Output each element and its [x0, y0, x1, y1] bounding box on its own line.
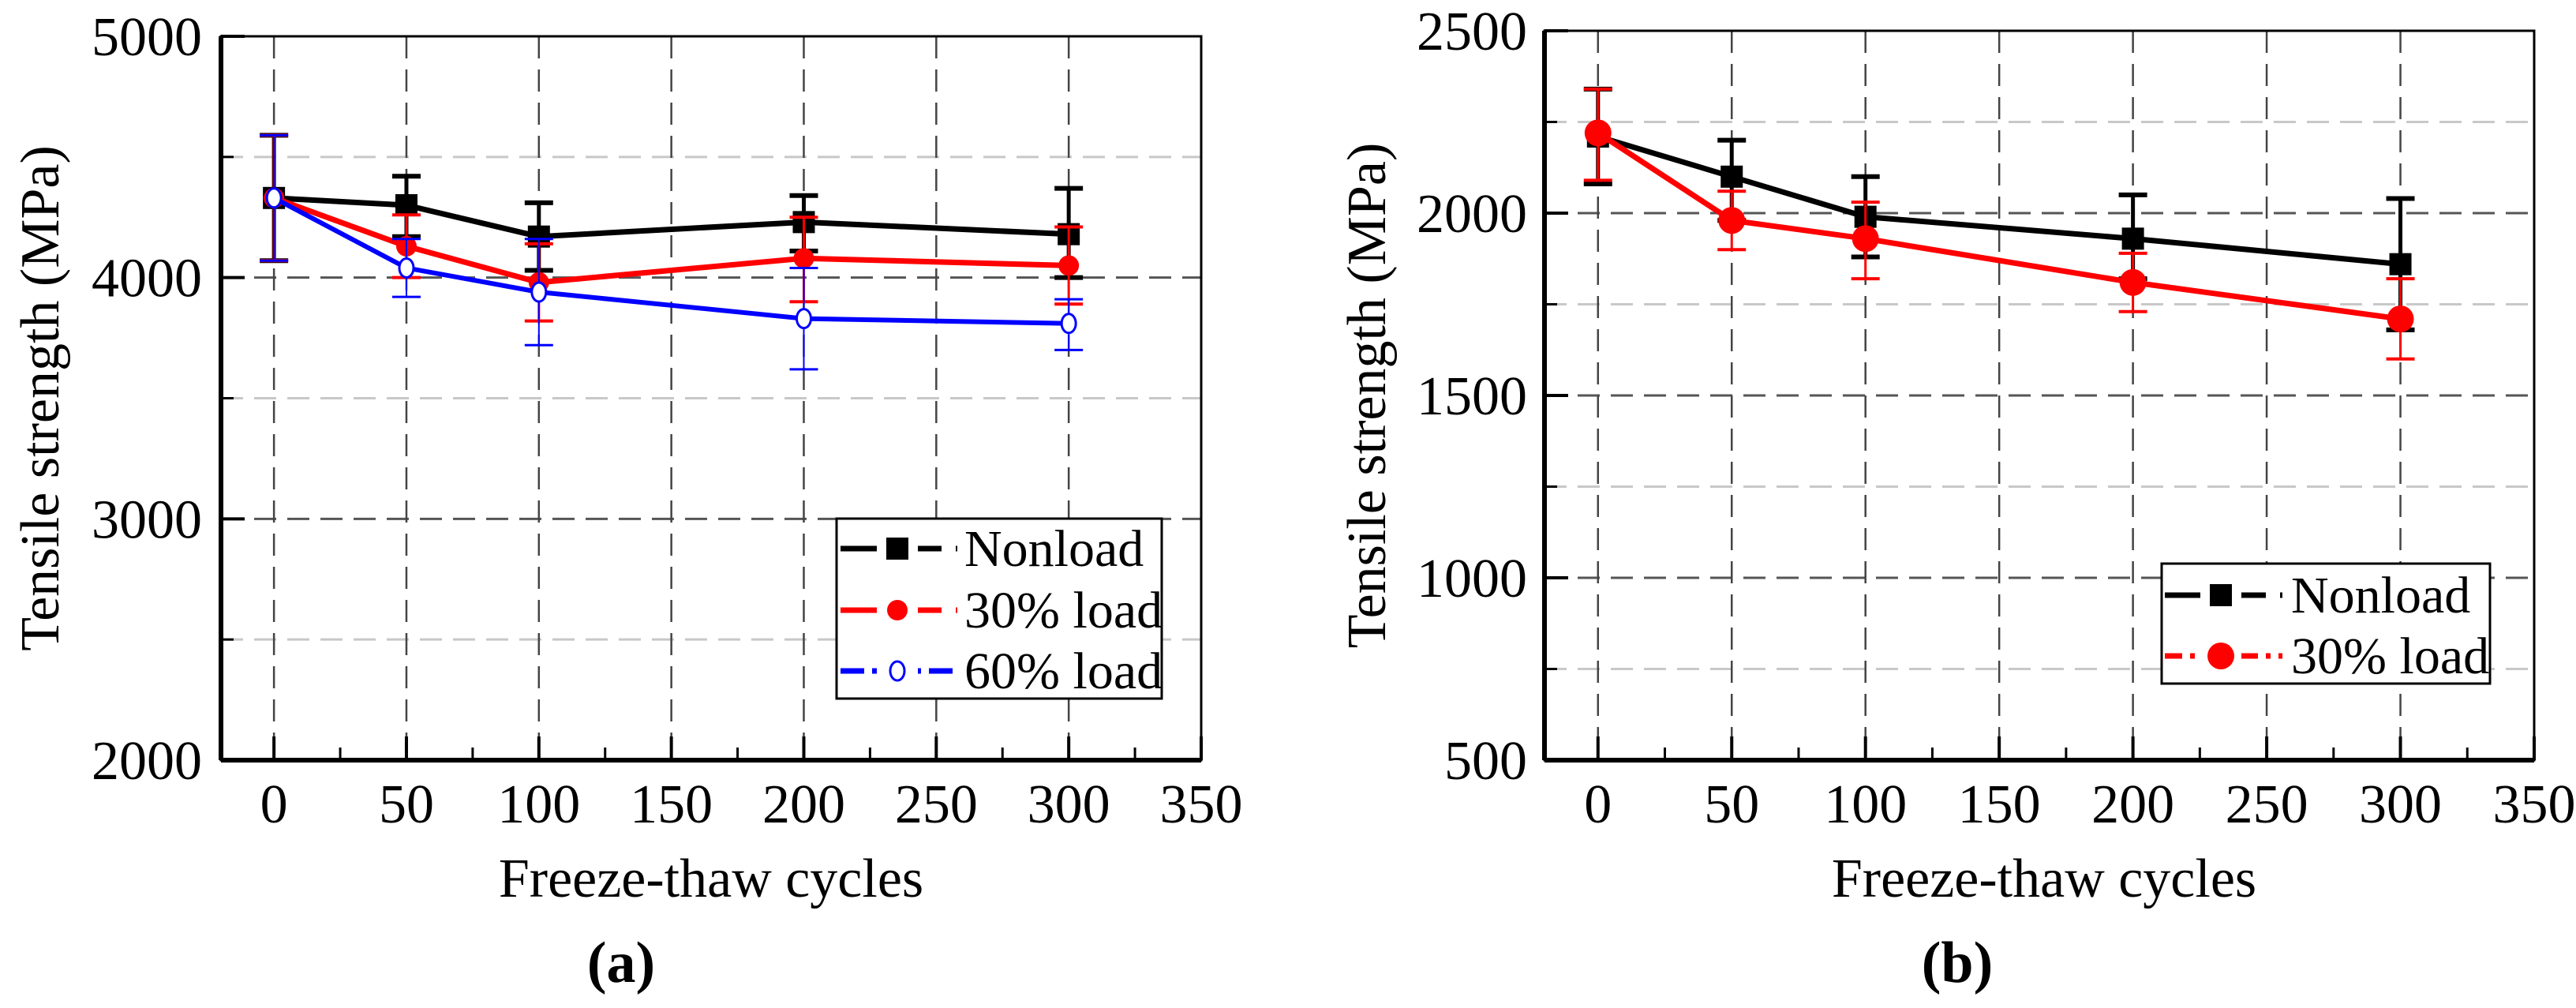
legend-square-marker — [886, 538, 908, 560]
legend-label: 30% load — [2291, 628, 2489, 685]
y-tick-label: 1500 — [1417, 366, 1527, 427]
x-tick-label: 100 — [497, 774, 580, 835]
x-tick-label: 250 — [895, 774, 978, 835]
y-tick-label: 3000 — [92, 489, 202, 550]
y-tick-label: 2500 — [1417, 2, 1527, 62]
y-tick-label: 2000 — [92, 731, 202, 792]
data-point-square-marker — [1720, 165, 1743, 188]
x-tick-label: 350 — [1160, 774, 1243, 835]
y-tick-label: 5000 — [92, 7, 202, 68]
data-point-circle-marker — [793, 248, 814, 269]
panel-label: (a) — [587, 931, 655, 995]
panel-label: (b) — [1922, 931, 1993, 995]
x-tick-label: 350 — [2493, 774, 2576, 835]
data-point-open-circle-marker — [398, 257, 415, 279]
chart-b: 0 50 100 150 200 250 300 350 500 1000 1500 2000 2500… — [1337, 2, 2576, 995]
y-tick-label: 2000 — [1417, 184, 1527, 245]
legend-circle-marker — [2207, 643, 2234, 669]
chart-a: 0 50 100 150 200 250 300 350 2000 3000 4000 5000 Fre… — [10, 7, 1243, 995]
data-point-circle-marker — [1058, 255, 1080, 276]
x-tick-label: 100 — [1824, 774, 1907, 835]
legend-square-marker — [2210, 584, 2232, 606]
y-tick-label: 500 — [1444, 731, 1527, 792]
data-point-circle-marker — [1852, 225, 1879, 253]
x-tick-label: 300 — [2359, 774, 2442, 835]
data-point-open-circle-marker — [1060, 313, 1077, 335]
data-point-square-marker — [395, 193, 417, 216]
y-tick-label: 4000 — [92, 249, 202, 309]
data-point-square-marker — [2389, 253, 2412, 275]
data-point-square-marker — [2121, 227, 2144, 250]
x-tick-label: 200 — [2091, 774, 2174, 835]
data-point-circle-marker — [2119, 268, 2147, 296]
x-tick-label: 50 — [379, 774, 434, 835]
legend-label: 30% load — [964, 582, 1163, 639]
x-tick-label: 0 — [1584, 774, 1612, 835]
data-point-open-circle-marker — [795, 308, 812, 330]
series-30-load — [1583, 87, 2415, 361]
y-axis-title: Tensile strength (MPa) — [10, 145, 71, 651]
x-tick-label: 150 — [630, 774, 713, 835]
y-axis-title: Tensile strength (MPa) — [1337, 143, 1398, 649]
data-point-circle-marker — [1718, 207, 1746, 234]
data-point-circle-marker — [1584, 119, 1612, 147]
y-tick-label: 1000 — [1417, 549, 1527, 609]
x-axis-title: Freeze-thaw cycles — [499, 849, 923, 909]
legend-label: Nonload — [2291, 567, 2470, 624]
x-tick-label: 50 — [1704, 774, 1759, 835]
data-point-open-circle-marker — [530, 281, 548, 303]
x-tick-label: 150 — [1958, 774, 2041, 835]
data-point-circle-marker — [2387, 305, 2414, 332]
series-60-load — [260, 133, 1084, 371]
legend-label: Nonload — [964, 520, 1144, 578]
x-tick-label: 300 — [1028, 774, 1110, 835]
x-tick-label: 250 — [2226, 774, 2308, 835]
x-tick-label: 200 — [762, 774, 845, 835]
data-point-open-circle-marker — [265, 187, 283, 209]
x-tick-label: 0 — [260, 774, 288, 835]
legend-label: 60% load — [964, 643, 1163, 700]
legend-circle-marker — [887, 600, 908, 620]
x-axis-title: Freeze-thaw cycles — [1832, 849, 2256, 909]
legend-open-circle-marker — [889, 660, 906, 682]
